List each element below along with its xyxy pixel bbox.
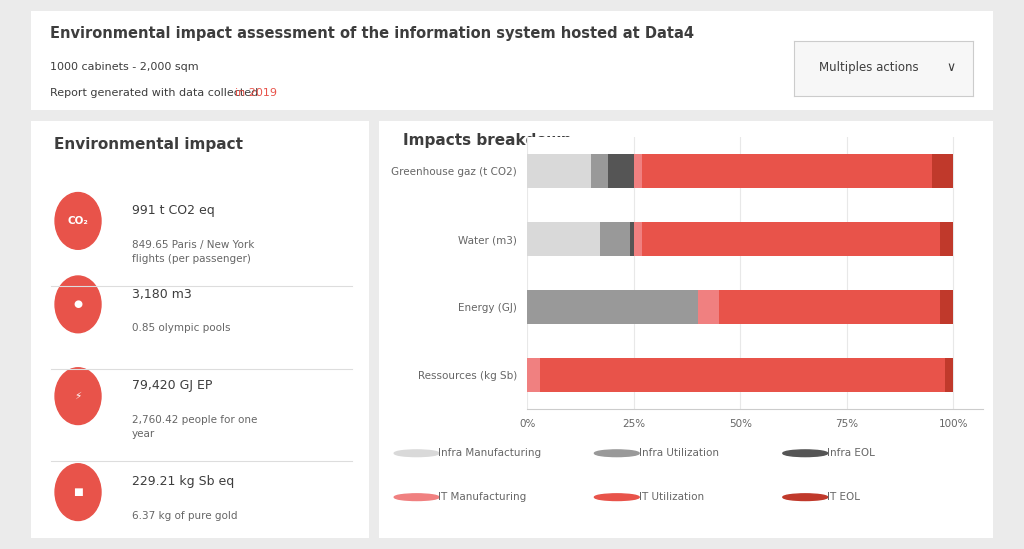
Text: ●: ● [74, 299, 83, 310]
Circle shape [394, 494, 439, 501]
Text: Multiples actions: Multiples actions [819, 61, 919, 74]
Bar [527, 154, 591, 188]
Text: in 2019: in 2019 [236, 88, 278, 98]
Bar [630, 222, 634, 256]
Text: Impacts breakdown: Impacts breakdown [403, 133, 572, 148]
Bar [945, 358, 953, 392]
Text: 0.85 olympic pools: 0.85 olympic pools [132, 323, 230, 333]
Text: 3,180 m3: 3,180 m3 [132, 288, 191, 301]
Text: 1000 cabinets - 2,000 sqm: 1000 cabinets - 2,000 sqm [50, 63, 199, 72]
Text: 79,420 GJ EP: 79,420 GJ EP [132, 379, 212, 393]
Text: IT Utilization: IT Utilization [639, 492, 703, 502]
Bar [634, 154, 642, 188]
Circle shape [594, 450, 639, 457]
Text: IT EOL: IT EOL [827, 492, 860, 502]
Circle shape [55, 193, 101, 249]
Text: Infra Manufacturing: Infra Manufacturing [438, 448, 542, 458]
Text: Report generated with data collected: Report generated with data collected [50, 88, 262, 98]
Bar [600, 222, 630, 256]
Text: 2,760.42 people for one
year: 2,760.42 people for one year [132, 415, 257, 439]
Text: 229.21 kg Sb eq: 229.21 kg Sb eq [132, 475, 234, 489]
Circle shape [594, 494, 639, 501]
Text: CO₂: CO₂ [68, 216, 88, 226]
Circle shape [782, 494, 827, 501]
Bar [940, 222, 953, 256]
Text: ■: ■ [73, 487, 83, 497]
Bar [540, 358, 945, 392]
Bar [932, 154, 953, 188]
Bar [642, 154, 932, 188]
Circle shape [55, 276, 101, 333]
Bar [608, 154, 634, 188]
Text: Environmental impact: Environmental impact [54, 137, 244, 153]
Bar [591, 154, 608, 188]
Bar [697, 290, 719, 324]
Text: Infra EOL: Infra EOL [827, 448, 874, 458]
Text: ∨: ∨ [947, 61, 955, 74]
Bar [940, 290, 953, 324]
Bar [527, 290, 697, 324]
Text: 6.37 kg of pure gold: 6.37 kg of pure gold [132, 511, 238, 521]
Text: IT Manufacturing: IT Manufacturing [438, 492, 526, 502]
Text: 991 t CO2 eq: 991 t CO2 eq [132, 204, 215, 217]
Text: Infra Utilization: Infra Utilization [639, 448, 719, 458]
Bar [642, 222, 940, 256]
Bar [719, 290, 940, 324]
Text: Environmental impact assessment of the information system hosted at Data4: Environmental impact assessment of the i… [50, 26, 694, 41]
Circle shape [55, 464, 101, 520]
Circle shape [394, 450, 439, 457]
Bar [527, 358, 540, 392]
Circle shape [55, 368, 101, 424]
Text: ⚡: ⚡ [75, 391, 82, 401]
Circle shape [782, 450, 827, 457]
Bar [634, 222, 642, 256]
Text: 849.65 Paris / New York
flights (per passenger): 849.65 Paris / New York flights (per pas… [132, 240, 255, 264]
Bar [527, 222, 600, 256]
